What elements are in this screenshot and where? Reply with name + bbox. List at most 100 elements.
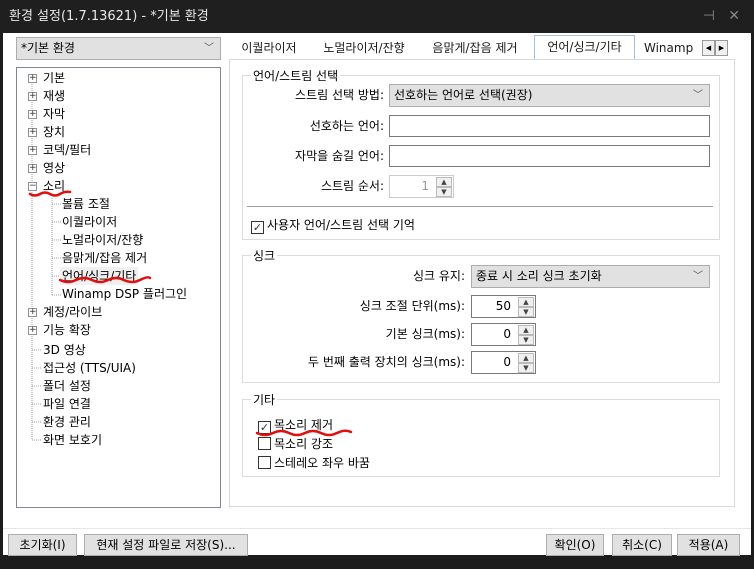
tab-scroll-right-icon[interactable]: ▶ — [715, 40, 728, 56]
stream-order-value: 1 — [421, 179, 429, 193]
expand-plus-icon[interactable]: + — [28, 163, 37, 173]
second-device-sync-spinner[interactable]: 0 ▲ ▼ — [471, 351, 536, 374]
tree-item-label: 계정/라이브 — [43, 305, 103, 319]
etc-group: 기타 — [242, 391, 720, 477]
tree-item-label: 재생 — [43, 89, 66, 103]
checkbox-unchecked-icon — [258, 437, 271, 450]
spin-up-icon[interactable]: ▲ — [518, 353, 534, 363]
pin-icon[interactable]: ⊣ — [702, 8, 715, 24]
tree-item-device[interactable]: + 장치 — [25, 123, 65, 141]
tree-item-env-manage[interactable]: 환경 관리 — [43, 415, 91, 429]
tree-item-accessibility[interactable]: 접근성 (TTS/UIA) — [43, 361, 136, 375]
sync-step-spinner[interactable]: 50 ▲ ▼ — [471, 295, 536, 318]
tree-item-label: 소리 — [43, 179, 66, 193]
voice-emphasis-checkbox[interactable]: 목소리 강조 — [258, 436, 333, 452]
tab-language-sync[interactable]: 언어/싱크/기타 — [534, 35, 635, 60]
apply-button[interactable]: 적용(A) — [677, 534, 740, 556]
method-select-value: 선호하는 언어로 선택(권장) — [394, 88, 533, 102]
tree-item-basic[interactable]: + 기본 — [25, 69, 65, 87]
chevron-down-icon: ﹀ — [693, 271, 703, 282]
chevron-down-icon: ﹀ — [693, 90, 703, 101]
method-select[interactable]: 선호하는 언어로 선택(권장) ﹀ — [389, 84, 710, 107]
tab-scroll-left-icon[interactable]: ◀ — [702, 40, 715, 56]
spin-up-icon[interactable]: ▲ — [436, 177, 452, 187]
tree-child-volume[interactable]: 볼륨 조절 — [62, 197, 110, 211]
voice-removal-checkbox[interactable]: ✓ 목소리 제거 — [258, 417, 333, 434]
preferred-language-input[interactable] — [389, 115, 710, 137]
expand-plus-icon[interactable]: + — [28, 145, 37, 155]
expand-plus-icon[interactable]: + — [28, 91, 37, 101]
second-device-sync-label: 두 번째 출력 장치의 싱크(ms): — [307, 355, 465, 369]
stereo-swap-checkbox[interactable]: 스테레오 좌우 바꿈 — [258, 455, 370, 471]
tree-item-screensaver[interactable]: 화면 보호기 — [43, 433, 103, 447]
hide-subtitle-language-label: 자막을 숨길 언어: — [295, 149, 384, 163]
tree-item-sound[interactable]: − 소리 — [25, 177, 65, 195]
tree-item-codec[interactable]: + 코덱/필터 — [25, 141, 91, 159]
settings-tree[interactable]: + 기본 + 재생 + 자막 + 장치 + 코덱/필터 + 영상 − 소리 볼륨 조절 이퀄라… — [16, 67, 221, 508]
tree-item-folder[interactable]: 폴더 설정 — [43, 379, 91, 393]
sync-group: 싱크 — [242, 247, 720, 383]
tree-child-noise[interactable]: 음맑게/잡음 제거 — [62, 251, 148, 265]
sync-keep-label: 싱크 유지: — [412, 269, 465, 283]
spin-up-icon[interactable]: ▲ — [518, 297, 534, 307]
hide-subtitle-language-input[interactable] — [389, 145, 710, 167]
spin-down-icon[interactable]: ▼ — [518, 363, 534, 373]
sync-step-value: 50 — [495, 299, 511, 313]
profile-combo[interactable]: *기본 환경 ﹀ — [16, 37, 221, 60]
tree-item-account[interactable]: + 계정/라이브 — [25, 303, 102, 321]
expand-plus-icon[interactable]: + — [28, 109, 37, 119]
spin-down-icon[interactable]: ▼ — [436, 187, 452, 197]
annotation-underline-voice-removal — [255, 429, 353, 437]
ok-button[interactable]: 확인(O) — [546, 534, 604, 556]
checkbox-unchecked-icon — [258, 456, 271, 469]
spin-down-icon[interactable]: ▼ — [518, 307, 534, 317]
checkbox-label: 사용자 언어/스트림 선택 기억 — [267, 218, 415, 232]
checkbox-label: 목소리 강조 — [274, 437, 334, 451]
tree-item-label: 장치 — [43, 125, 66, 139]
expand-plus-icon[interactable]: + — [28, 325, 37, 335]
title-bar: 환경 설정(1.7.13621) - *기본 환경 — [0, 0, 754, 33]
tab-winamp[interactable]: Winamp D — [644, 41, 694, 55]
expand-plus-icon[interactable]: + — [28, 127, 37, 137]
tree-item-video[interactable]: + 영상 — [25, 159, 65, 177]
close-icon[interactable]: ✕ — [728, 8, 740, 24]
profile-combo-value: *기본 환경 — [21, 41, 75, 55]
tree-item-extension[interactable]: + 기능 확장 — [25, 321, 91, 339]
remember-selection-checkbox[interactable]: ✓ 사용자 언어/스트림 선택 기억 — [251, 217, 415, 234]
expand-plus-icon[interactable]: + — [28, 73, 37, 83]
tab-equalizer[interactable]: 이퀄라이저 — [241, 41, 297, 55]
tab-normalizer[interactable]: 노멀라이저/잔향 — [323, 41, 405, 55]
tree-child-equalizer[interactable]: 이퀄라이저 — [62, 215, 118, 229]
save-to-file-button[interactable]: 현재 설정 파일로 저장(S)... — [84, 534, 248, 556]
spin-up-icon[interactable]: ▲ — [518, 325, 534, 335]
spin-down-icon[interactable]: ▼ — [518, 335, 534, 345]
reset-button[interactable]: 초기화(I) — [8, 534, 77, 556]
expand-plus-icon[interactable]: + — [28, 307, 37, 317]
tree-item-playback[interactable]: + 재생 — [25, 87, 65, 105]
sync-keep-value: 종료 시 소리 싱크 초기화 — [476, 269, 602, 283]
etc-group-title: 기타 — [251, 391, 278, 408]
stream-order-label: 스트림 순서: — [320, 179, 384, 193]
cancel-button[interactable]: 취소(C) — [612, 534, 672, 556]
tree-item-subtitle[interactable]: + 자막 — [25, 105, 65, 123]
method-label: 스트림 선택 방법: — [295, 88, 384, 102]
tree-item-file-assoc[interactable]: 파일 연결 — [43, 397, 91, 411]
checkbox-checked-icon: ✓ — [258, 421, 271, 434]
window-title: 환경 설정(1.7.13621) - *기본 환경 — [9, 9, 209, 24]
sync-keep-select[interactable]: 종료 시 소리 싱크 초기화 ﹀ — [471, 265, 710, 288]
base-sync-spinner[interactable]: 0 ▲ ▼ — [471, 323, 536, 346]
annotation-underline-sound — [28, 190, 72, 197]
base-sync-label: 기본 싱크(ms): — [385, 327, 465, 341]
tree-item-label: 기능 확장 — [43, 323, 91, 337]
tree-child-normalizer[interactable]: 노멀라이저/잔향 — [62, 233, 144, 247]
tree-child-winamp-dsp[interactable]: Winamp DSP 플러그인 — [62, 287, 188, 301]
tree-item-label: 영상 — [43, 161, 66, 175]
tab-noise[interactable]: 음맑게/잡음 제거 — [432, 41, 518, 55]
annotation-underline-language-sync — [58, 276, 152, 284]
collapse-minus-icon[interactable]: − — [28, 181, 37, 191]
tree-item-3d[interactable]: 3D 영상 — [43, 343, 86, 357]
preferred-language-label: 선호하는 언어: — [309, 119, 384, 133]
stream-group-title: 언어/스트림 선택 — [251, 67, 341, 84]
stream-order-spinner[interactable]: 1 ▲ ▼ — [389, 175, 454, 198]
